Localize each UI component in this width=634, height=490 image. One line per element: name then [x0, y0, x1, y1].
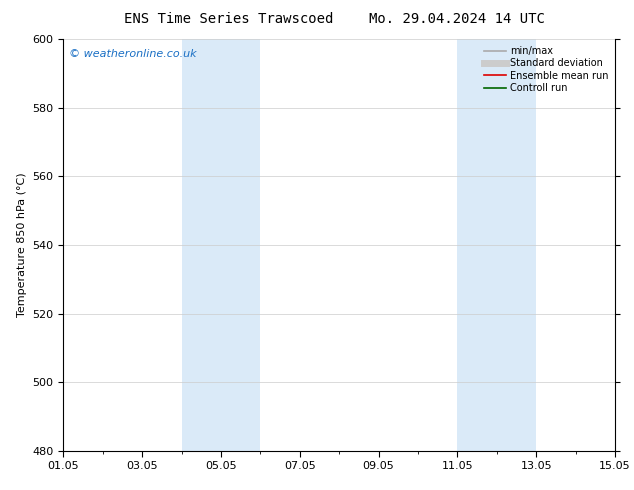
Bar	[181, 39, 261, 451]
Bar	[457, 39, 536, 451]
Y-axis label: Temperature 850 hPa (°C): Temperature 850 hPa (°C)	[17, 172, 27, 318]
Text: ENS Time Series Trawscoed: ENS Time Series Trawscoed	[124, 12, 333, 26]
Text: Mo. 29.04.2024 14 UTC: Mo. 29.04.2024 14 UTC	[368, 12, 545, 26]
Text: © weatheronline.co.uk: © weatheronline.co.uk	[69, 49, 197, 59]
Legend: min/max, Standard deviation, Ensemble mean run, Controll run: min/max, Standard deviation, Ensemble me…	[482, 44, 610, 95]
